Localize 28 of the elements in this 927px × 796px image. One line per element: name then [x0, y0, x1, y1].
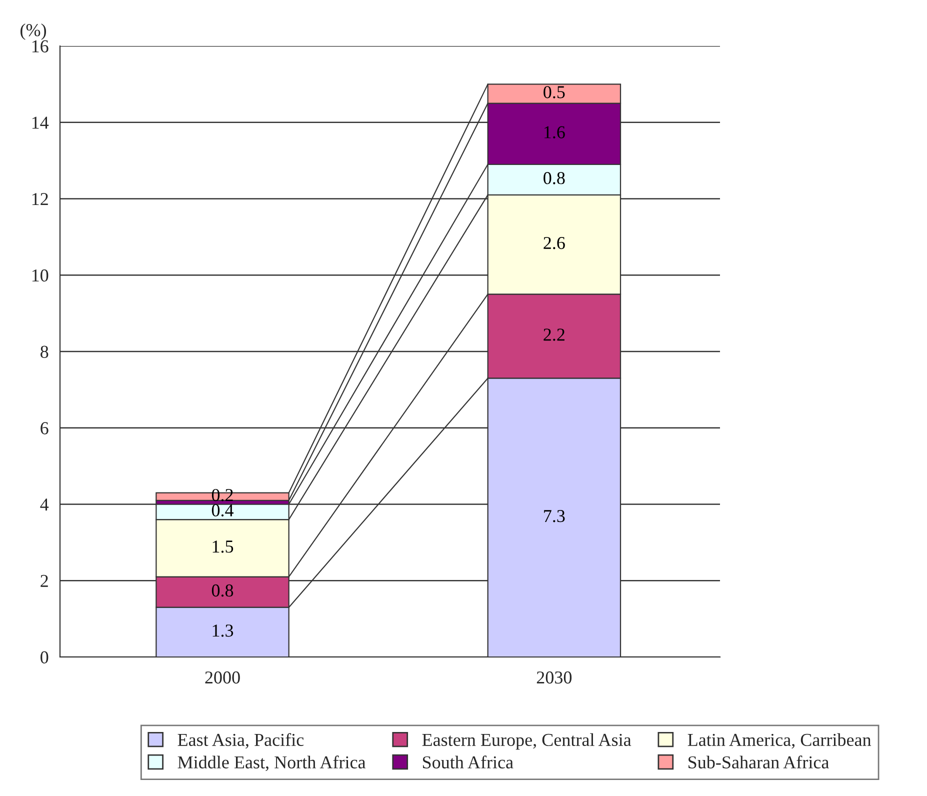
y-tick-label: 4: [40, 498, 49, 511]
legend-label: East Asia, Pacific: [178, 733, 304, 749]
y-tick-label: 8: [40, 346, 48, 358]
data-label: 0.8: [544, 172, 565, 184]
data-label: 2.6: [544, 236, 565, 250]
y-tick-label: 0: [40, 651, 48, 664]
x-tick-label: 2030: [536, 671, 572, 684]
data-label: 0.8: [212, 584, 234, 597]
y-tick-label: 14: [32, 116, 49, 129]
y-tick-label: 12: [32, 193, 48, 206]
data-label: 1.6: [544, 126, 565, 138]
y-tick-label: 10: [32, 269, 48, 282]
y-tick-label: 16: [32, 40, 48, 52]
y-tick-label: 6: [40, 422, 48, 434]
legend-label: South Africa: [422, 756, 514, 768]
data-label: 2.2: [544, 328, 564, 341]
data-label: 7.3: [544, 510, 565, 522]
y-axis-title: (%): [20, 24, 46, 40]
data-label: 0.4: [212, 504, 234, 516]
legend-label: Latin America, Carribean: [688, 733, 872, 749]
legend-label: Middle East, North Africa: [178, 756, 366, 772]
legend-label: Sub-Saharan Africa: [688, 756, 829, 768]
y-tick-label: 2: [40, 574, 48, 587]
legend-label: Eastern Europe, Central Asia: [422, 733, 632, 750]
data-label: 1.5: [212, 540, 234, 553]
x-tick-label: 2000: [205, 671, 240, 684]
data-label: 0.5: [544, 86, 565, 98]
data-label: 1.3: [212, 624, 234, 637]
